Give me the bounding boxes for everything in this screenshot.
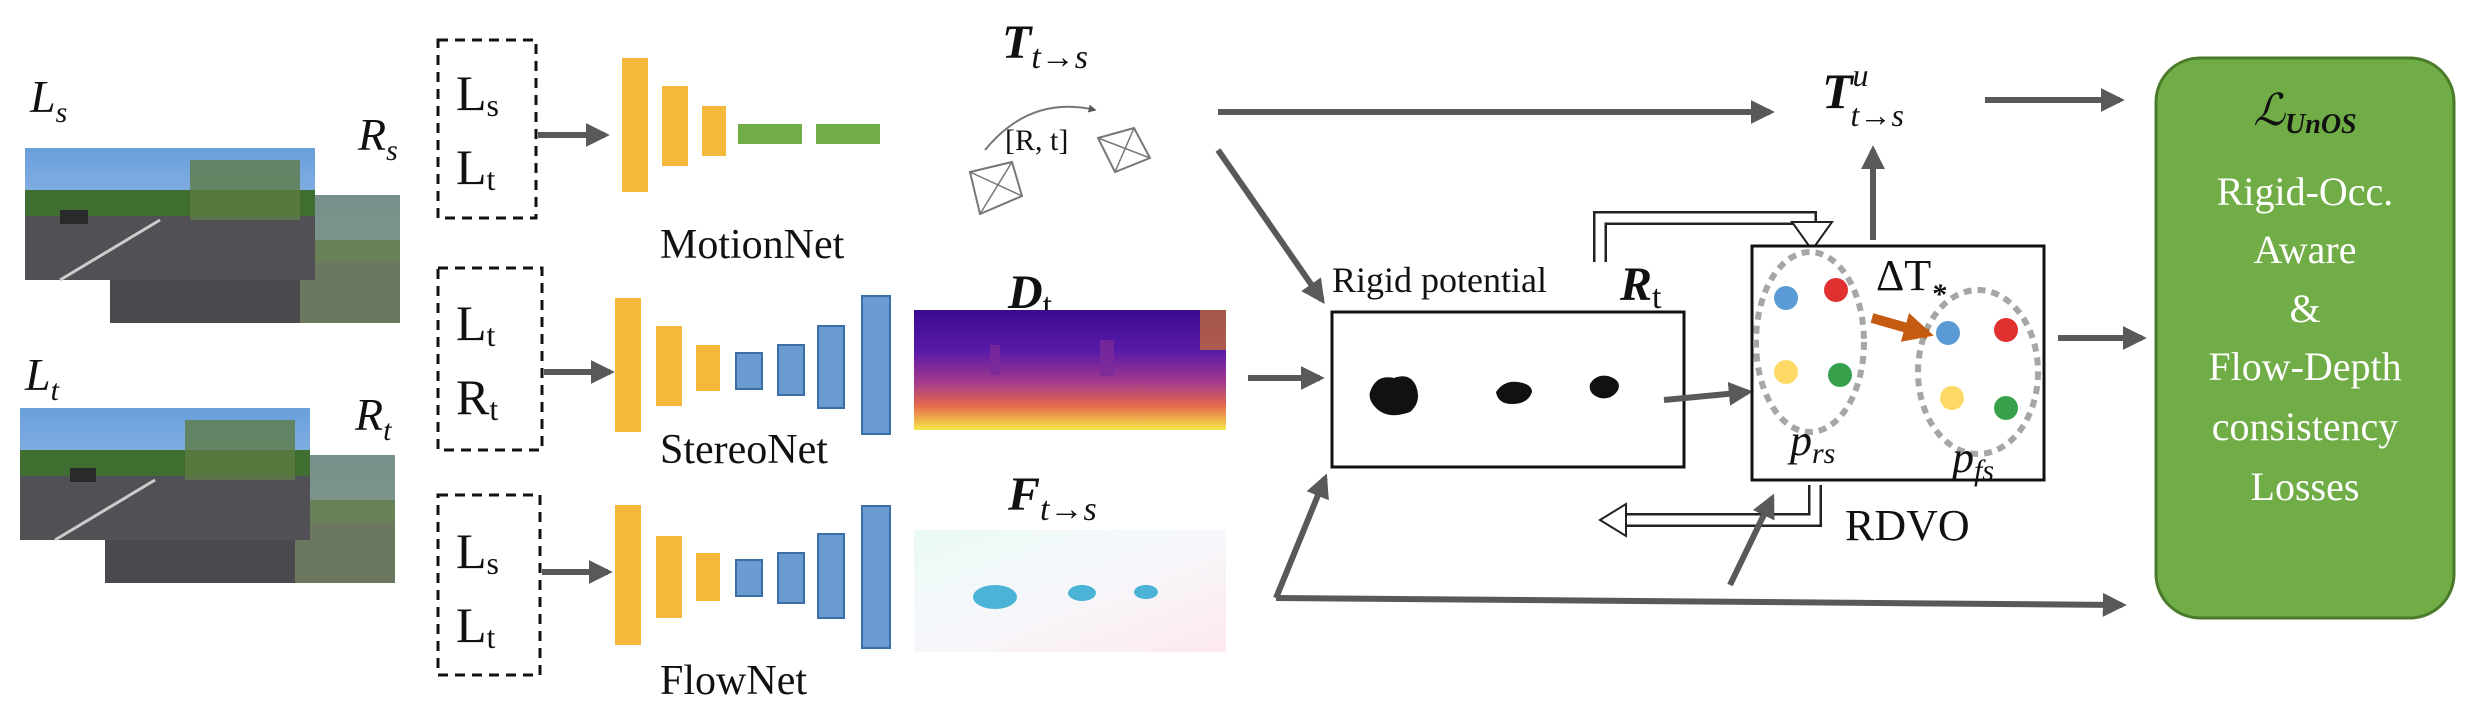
point-red bbox=[1824, 278, 1848, 302]
feedback-arrow-bottom bbox=[1598, 485, 1822, 538]
encoder-block bbox=[702, 106, 726, 156]
image-left-source bbox=[25, 148, 315, 282]
arrow-flow-rdvo bbox=[1727, 493, 1775, 587]
point-blue bbox=[1936, 321, 1960, 345]
encoder-block bbox=[662, 86, 688, 166]
image-stack-target bbox=[20, 408, 395, 583]
label-rigid-symbol: Rt bbox=[1619, 258, 1662, 316]
delta-arrow bbox=[1870, 312, 1934, 342]
svg-text:Ls: Ls bbox=[456, 523, 499, 581]
loss-line: Losses bbox=[2251, 464, 2360, 509]
point-yellow bbox=[1774, 360, 1798, 384]
decoder-block bbox=[777, 552, 805, 604]
decoder-block bbox=[817, 533, 845, 619]
cluster-rs bbox=[1753, 249, 1867, 435]
depth-map bbox=[914, 310, 1226, 430]
decoder-block bbox=[861, 505, 891, 649]
input-box-flow: Ls Lt bbox=[436, 493, 542, 677]
decoder-block bbox=[777, 344, 805, 396]
stereonet bbox=[615, 295, 891, 435]
label-pfs: pfs bbox=[1949, 433, 1994, 487]
flow-map bbox=[914, 530, 1226, 652]
label-rt: Rt bbox=[354, 389, 392, 447]
label-lt: Lt bbox=[24, 349, 60, 407]
label-flow: Ft→s bbox=[1007, 468, 1097, 528]
point-blue bbox=[1774, 286, 1798, 310]
loss-box bbox=[2154, 56, 2456, 620]
encoder-block bbox=[615, 298, 641, 432]
svg-text:Rt: Rt bbox=[456, 369, 498, 427]
decoder-block bbox=[735, 352, 763, 390]
cluster-fs bbox=[1915, 287, 2041, 457]
label-pose: Tt→s bbox=[1002, 16, 1088, 76]
svg-text:Lt: Lt bbox=[456, 295, 496, 353]
label-refined-pose: Tu t→s bbox=[1822, 57, 1904, 133]
decoder-block bbox=[817, 325, 845, 409]
loss-line: consistency bbox=[2212, 404, 2399, 449]
svg-text:Lt: Lt bbox=[456, 597, 496, 655]
pose-head-block bbox=[738, 124, 802, 144]
label-flownet: FlowNet bbox=[660, 658, 807, 704]
label-rdvo: RDVO bbox=[1845, 501, 1970, 550]
svg-text:Ls: Ls bbox=[456, 65, 499, 123]
arrow-rigid-rdvo bbox=[1663, 381, 1753, 406]
pose-inner-label: [R, t] bbox=[1005, 124, 1068, 157]
arrow-flow-rigid bbox=[1273, 473, 1329, 600]
label-ls: Ls bbox=[29, 71, 67, 129]
loss-line: Aware bbox=[2254, 227, 2357, 272]
decoder-block bbox=[735, 559, 763, 597]
label-delta: ΔT* bbox=[1876, 251, 1947, 311]
input-box-motion: Ls Lt bbox=[436, 38, 538, 220]
rdvo-box bbox=[1750, 244, 2046, 482]
motionnet bbox=[622, 58, 880, 192]
encoder-block bbox=[696, 345, 720, 391]
point-green bbox=[1828, 363, 1852, 387]
pose-illustration bbox=[968, 104, 1152, 216]
loss-line: Flow-Depth bbox=[2208, 344, 2401, 389]
svg-text:Lt: Lt bbox=[456, 139, 496, 197]
encoder-block bbox=[622, 58, 648, 192]
point-green bbox=[1994, 396, 2018, 420]
loss-title: ℒUnOS bbox=[2253, 86, 2356, 140]
rigid-mask-blobs bbox=[1369, 375, 1619, 416]
loss-line: & bbox=[2289, 286, 2320, 331]
encoder-block bbox=[696, 553, 720, 601]
point-red bbox=[1994, 318, 2018, 342]
loss-line: Rigid-Occ. bbox=[2217, 169, 2394, 214]
label-stereonet: StereoNet bbox=[660, 427, 828, 473]
decoder-block bbox=[861, 295, 891, 435]
feedback-arrow-top bbox=[1593, 211, 1834, 262]
encoder-block bbox=[615, 505, 641, 645]
label-prs: prs bbox=[1787, 416, 1835, 470]
label-rigid: Rigid potential bbox=[1332, 260, 1547, 300]
point-yellow bbox=[1940, 386, 1964, 410]
image-stack-source bbox=[25, 148, 400, 323]
encoder-block bbox=[656, 326, 682, 406]
pose-head-block bbox=[816, 124, 880, 144]
arrow-flow-loss bbox=[1275, 592, 2127, 617]
flownet bbox=[615, 505, 891, 649]
label-rs: Rs bbox=[357, 109, 398, 167]
input-box-stereo: Lt Rt bbox=[436, 266, 544, 452]
image-left-target bbox=[20, 408, 310, 542]
label-motionnet: MotionNet bbox=[660, 222, 845, 268]
arrow-pose-rigid bbox=[1215, 148, 1325, 304]
encoder-block bbox=[656, 536, 682, 618]
